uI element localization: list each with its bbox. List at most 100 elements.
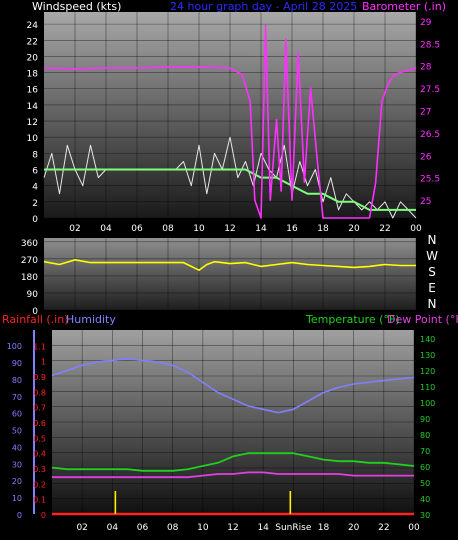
rainfall-tick-label: 1.1	[33, 342, 46, 351]
humidity-tick-label: 50	[12, 427, 22, 436]
wind-x-tick-label: 04	[100, 224, 112, 234]
rainfall-tick-label: 0.2	[33, 480, 46, 489]
rain-x-tick-label: 02	[76, 523, 87, 533]
wind-x-tick-label: 12	[224, 224, 235, 234]
rain-x-tick-label: 14	[257, 523, 269, 533]
windspeed-tick-label: 22	[27, 37, 38, 47]
barometer-tick-label: 27	[420, 108, 431, 118]
windspeed-tick-label: 20	[27, 53, 39, 63]
wind-x-tick-label: 16	[286, 224, 298, 234]
wind-x-tick-label: 02	[69, 224, 80, 234]
windspeed-tick-label: 6	[32, 167, 38, 177]
average-wind-line	[44, 168, 416, 211]
rain-x-tick-label: 00	[408, 523, 420, 533]
wind-x-tick-label: 08	[162, 224, 174, 234]
temperature-tick-label: 120	[420, 367, 435, 376]
rain-x-tick-label: 18	[318, 523, 330, 533]
temperature-tick-label: 40	[420, 495, 430, 504]
rainfall-tick-label: 0.6	[33, 419, 46, 428]
windspeed-tick-label: 16	[27, 86, 39, 96]
wind-x-tick-label: 00	[410, 224, 422, 234]
direction-tick-label: 360	[21, 239, 38, 249]
humidity-tick-label: 60	[12, 410, 22, 419]
wind-x-tick-label: 06	[131, 224, 143, 234]
temperature-tick-label: 50	[420, 479, 430, 488]
rain-x-tick-label: 12	[227, 523, 238, 533]
windspeed-tick-label: 18	[27, 70, 39, 80]
rainfall-axis-label: Rainfall (.in)	[2, 313, 69, 326]
humidity-tick-label: 0	[17, 511, 22, 520]
tick-labels: 0246810121416182022242525.52626.52727.52…	[7, 18, 440, 533]
rainfall-tick-label: 0.8	[33, 388, 46, 397]
humidity-tick-label: 100	[7, 342, 22, 351]
temperature-tick-label: 110	[420, 383, 435, 392]
rainfall-tick-label: 0.4	[33, 450, 46, 459]
compass-label: S	[428, 265, 436, 279]
windspeed-tick-label: 24	[27, 21, 39, 31]
humidity-tick-label: 40	[12, 443, 22, 452]
compass-label: N	[428, 233, 437, 247]
rainfall-tick-label: 1	[41, 358, 46, 367]
windspeed-tick-label: 2	[32, 199, 38, 209]
series-layer	[43, 24, 417, 516]
barometer-tick-label: 25.5	[420, 175, 440, 185]
windspeed-tick-label: 14	[27, 102, 39, 112]
wind-direction-line	[43, 258, 416, 272]
barometer-tick-label: 25	[420, 197, 431, 207]
humidity-tick-label: 10	[12, 494, 22, 503]
humidity-tick-label: 90	[12, 359, 22, 368]
dewpoint-line	[52, 471, 414, 479]
wind-x-tick-label: 10	[193, 224, 205, 234]
windspeed-tick-label: 8	[32, 150, 38, 160]
rainfall-tick-label: 0.1	[33, 496, 46, 505]
rainfall-tick-label: 0.5	[33, 434, 46, 443]
rainfall-tick-label: 0.7	[33, 404, 46, 413]
chart-title: 24 hour graph day - April 28 2025	[170, 0, 357, 13]
humidity-tick-label: 70	[12, 393, 22, 402]
barometer-line	[43, 24, 417, 219]
windspeed-tick-label: 4	[32, 183, 38, 193]
barometer-axis-label: Barometer (.in)	[362, 0, 446, 13]
humidity-line	[51, 357, 415, 414]
barometer-tick-label: 26.5	[420, 130, 440, 140]
temperature-tick-label: 80	[420, 431, 430, 440]
windspeed-axis-label: Windspeed (kts)	[32, 0, 121, 13]
temperature-line	[51, 452, 415, 472]
direction-tick-label: 0	[32, 307, 38, 317]
windspeed-tick-label: 0	[32, 215, 38, 225]
compass-label: W	[426, 249, 438, 263]
barometer-tick-label: 26	[420, 152, 432, 162]
rain-x-tick-label: 10	[197, 523, 209, 533]
rainfall-tick-label: 0.3	[33, 465, 46, 474]
windspeed-tick-label: 12	[27, 118, 38, 128]
barometer-tick-label: 29	[420, 18, 432, 28]
direction-tick-label: 180	[21, 273, 38, 283]
barometer-tick-label: 27.5	[420, 85, 440, 95]
rain-x-tick-label: SunRise	[275, 523, 312, 533]
humidity-axis-label: Humidity	[66, 313, 116, 326]
rainfall-tick-label: 0.9	[33, 373, 46, 382]
temperature-tick-label: 90	[420, 415, 430, 424]
humidity-tick-label: 20	[12, 477, 22, 486]
windspeed-tick-label: 10	[27, 134, 39, 144]
temperature-tick-label: 100	[420, 399, 435, 408]
temperature-tick-label: 30	[420, 511, 430, 520]
rainfall-tick-label: 0	[41, 511, 46, 520]
rain-x-tick-label: 08	[167, 523, 179, 533]
rain-x-tick-label: 20	[348, 523, 360, 533]
rain-x-tick-label: 06	[137, 523, 149, 533]
direction-tick-label: 90	[27, 290, 39, 300]
barometer-tick-label: 28.5	[420, 40, 440, 50]
rain-x-tick-label: 22	[378, 523, 389, 533]
temperature-tick-label: 60	[420, 463, 430, 472]
temperature-tick-label: 130	[420, 351, 435, 360]
temperature-axis-label: Temperature (°F)	[305, 313, 400, 326]
temperature-tick-label: 70	[420, 447, 430, 456]
wind-x-tick-label: 18	[317, 224, 329, 234]
wind-x-tick-label: 14	[255, 224, 267, 234]
wind-x-tick-label: 20	[348, 224, 360, 234]
temperature-tick-label: 140	[420, 335, 435, 344]
compass-label: E	[428, 281, 436, 295]
rain-x-tick-label: 04	[107, 523, 119, 533]
